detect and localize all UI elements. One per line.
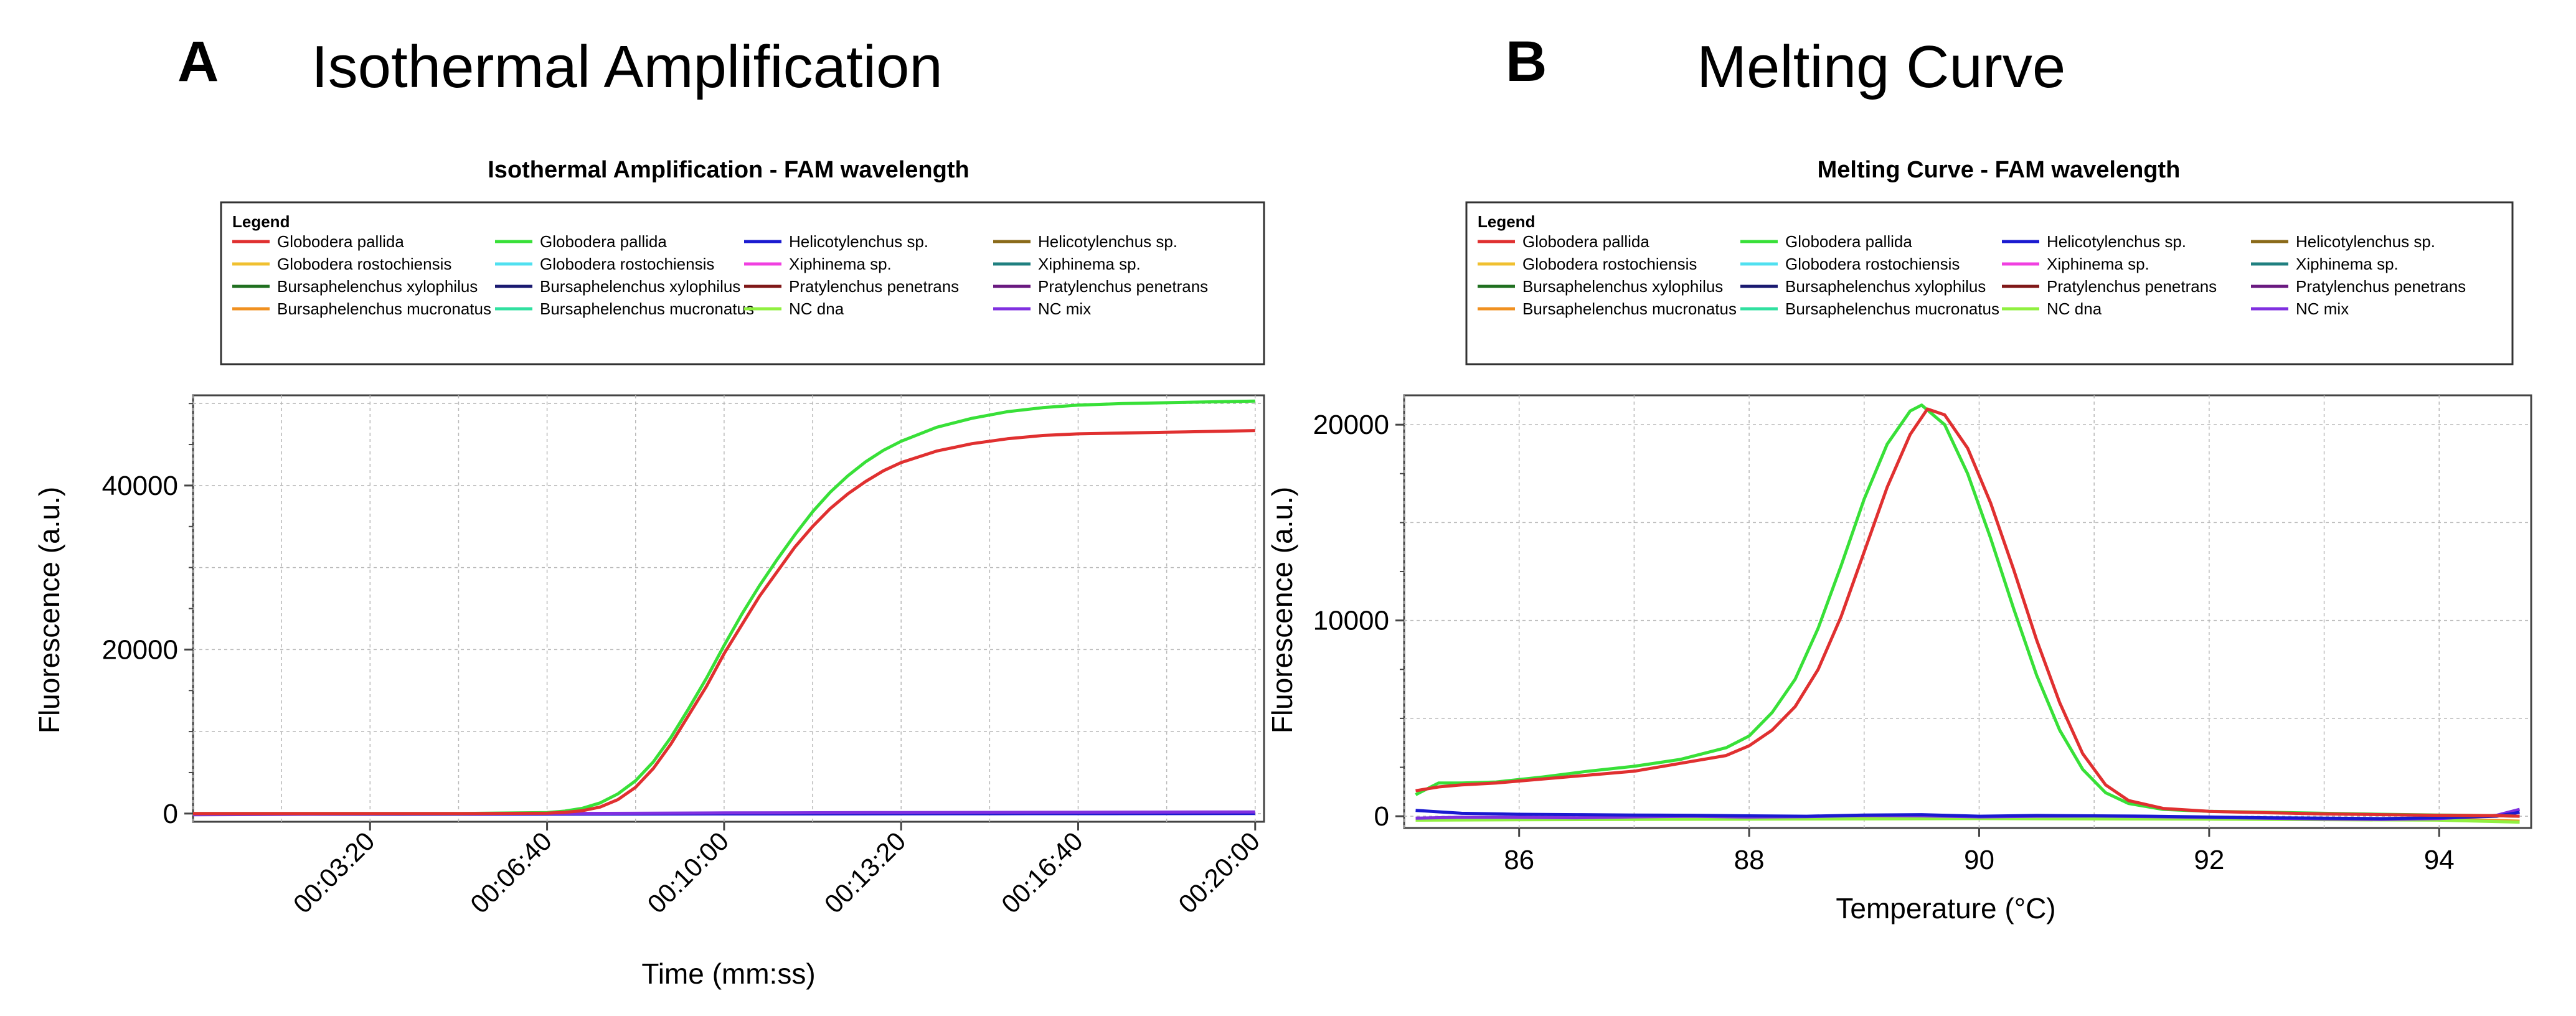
y-tick-label: 0 [163, 799, 178, 829]
legend-b-label-12: Bursaphelenchus mucronatus [1522, 299, 1737, 318]
legend-b-label-13: Bursaphelenchus mucronatus [1785, 299, 1999, 318]
series-a [192, 399, 1255, 817]
legend-b-box [1465, 201, 2514, 365]
series-line-0 [193, 429, 1255, 816]
legend-a-label-10: Pratylenchus penetrans [789, 277, 959, 296]
legend-b-label-3: Helicotylenchus sp. [2296, 232, 2435, 251]
panel-a-chart-title: Isothermal Amplification - FAM wavelengt… [488, 157, 969, 183]
legend-b-label-0: Globodera pallida [1522, 232, 1649, 251]
plot-b-area [1403, 394, 2532, 829]
legend-a-label-5: Globodera rostochiensis [540, 255, 714, 273]
legend-a-label-7: Xiphinema sp. [1038, 255, 1141, 273]
legend-a-label-3: Helicotylenchus sp. [1038, 232, 1177, 251]
legend-a-title: Legend [232, 212, 290, 231]
legend-b-label-5: Globodera rostochiensis [1785, 255, 1960, 273]
y-tick-label: 40000 [102, 471, 178, 501]
panel-a-xlabel: Time (mm:ss) [641, 957, 815, 990]
legend-a-label-9: Bursaphelenchus xylophilus [540, 277, 740, 296]
y-tick-label: 20000 [102, 634, 178, 665]
legend-b-label-10: Pratylenchus penetrans [2047, 277, 2217, 296]
legend-b-label-7: Xiphinema sp. [2296, 255, 2399, 273]
plot-a-area [192, 394, 1265, 823]
legend-a-label-1: Globodera pallida [540, 232, 667, 251]
y-tick-label: 20000 [1313, 410, 1389, 440]
x-tick-label: 90 [1964, 845, 1994, 875]
series-b [1415, 403, 2521, 824]
legend-b-label-14: NC dna [2047, 299, 2102, 318]
legend-b-label-11: Pratylenchus penetrans [2296, 277, 2466, 296]
x-tick-label: 92 [2194, 845, 2224, 875]
legend-a-label-11: Pratylenchus penetrans [1038, 277, 1208, 296]
legend-b-label-4: Globodera rostochiensis [1522, 255, 1697, 273]
panel-a-ylabel: Fluorescence (a.u.) [33, 487, 65, 733]
legend-a-label-2: Helicotylenchus sp. [789, 232, 928, 251]
legend-b-label-9: Bursaphelenchus xylophilus [1785, 277, 1986, 296]
ticks-b: 0 10000 20000 86 88 90 92 94 [1313, 410, 2455, 875]
legend-a-label-15: NC mix [1038, 299, 1091, 318]
panel-b: B Melting Curve Melting Curve - FAM wave… [1266, 30, 2532, 924]
legend-b-label-6: Xiphinema sp. [2047, 255, 2149, 273]
x-tick-label: 94 [2424, 845, 2455, 875]
legend-b-label-8: Bursaphelenchus xylophilus [1522, 277, 1723, 296]
legend-a-label-8: Bursaphelenchus xylophilus [277, 277, 478, 296]
legend-b-label-1: Globodera pallida [1785, 232, 1912, 251]
legend-b-label-15: NC mix [2296, 299, 2349, 318]
panel-a-letter: A [177, 30, 219, 93]
legend-a-label-12: Bursaphelenchus mucronatus [277, 299, 491, 318]
y-tick-label: 10000 [1313, 606, 1389, 636]
legend-a-label-6: Xiphinema sp. [789, 255, 892, 273]
legend-b-title: Legend [1478, 212, 1535, 231]
legend-a-label-4: Globodera rostochiensis [277, 255, 451, 273]
panel-b-ylabel: Fluorescence (a.u.) [1266, 487, 1298, 733]
series-line-1 [193, 399, 1255, 816]
x-tick-label: 88 [1734, 845, 1765, 875]
legend-a-label-0: Globodera pallida [277, 232, 404, 251]
series-line-2 [1415, 809, 2520, 821]
legend-b-label-2: Helicotylenchus sp. [2047, 232, 2186, 251]
panel-b-xlabel: Temperature (°C) [1836, 892, 2055, 924]
panel-b-chart-title: Melting Curve - FAM wavelength [1818, 157, 2181, 183]
plot-b: 0 10000 20000 86 88 90 92 94 [1313, 394, 2532, 875]
panel-b-heading: Melting Curve [1697, 34, 2065, 100]
series-line-0 [1415, 407, 2520, 818]
legend-a-label-13: Bursaphelenchus mucronatus [540, 299, 754, 318]
panel-a-heading: Isothermal Amplification [311, 34, 943, 100]
y-tick-label: 0 [1374, 801, 1389, 832]
x-tick-label: 86 [1504, 845, 1534, 875]
legend-a-label-14: NC dna [789, 299, 844, 318]
panel-b-letter: B [1506, 30, 1547, 93]
legend-a-box [220, 201, 1265, 365]
